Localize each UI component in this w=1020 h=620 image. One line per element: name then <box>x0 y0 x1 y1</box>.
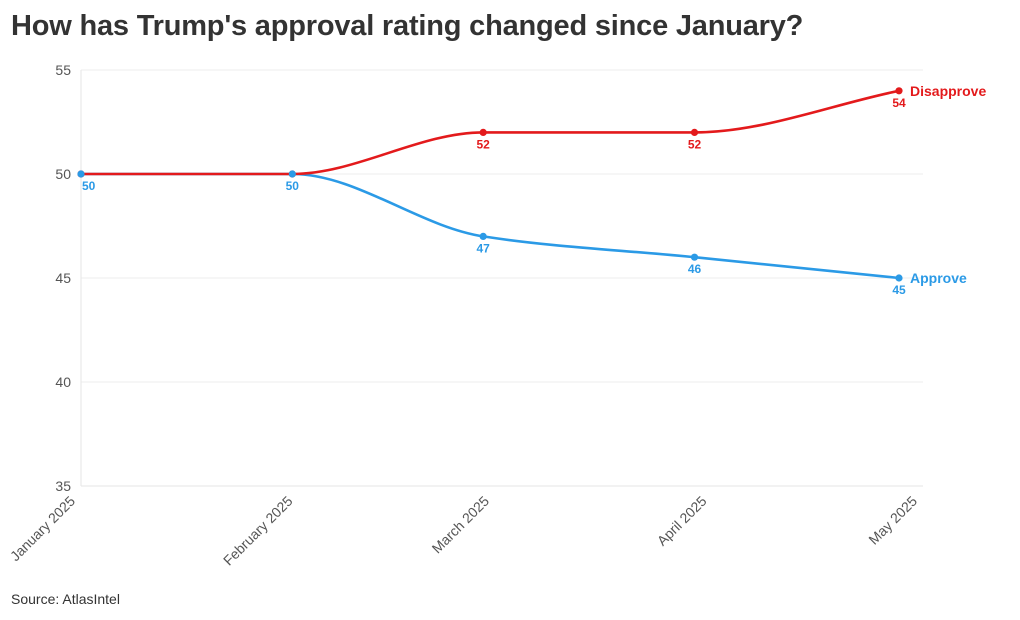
chart-title: How has Trump's approval rating changed … <box>11 10 804 42</box>
approve-point <box>690 253 699 261</box>
series-lines <box>79 89 901 280</box>
y-tick-label: 35 <box>55 478 71 494</box>
disapprove-series-label: Disapprove <box>910 83 986 99</box>
approve-data-label: 50 <box>82 179 96 193</box>
x-tick-label: January 2025 <box>7 493 78 564</box>
y-tick-label: 40 <box>55 374 71 390</box>
x-tick-label: February 2025 <box>220 493 296 569</box>
y-tick-label: 45 <box>55 270 71 286</box>
approve-data-label: 47 <box>477 241 491 255</box>
approve-line <box>79 172 901 280</box>
approve-point <box>288 170 296 178</box>
approve-data-label: 50 <box>286 179 300 193</box>
disapprove-point <box>479 128 487 136</box>
disapprove-point <box>690 128 699 136</box>
approve-point <box>77 170 85 178</box>
data-labels: 52 52 54 Disapprove 50 50 47 46 45 Approve <box>82 83 986 297</box>
approve-point <box>479 232 487 240</box>
source-note: Source: AtlasIntel <box>11 591 120 607</box>
approve-data-label: 46 <box>688 262 702 276</box>
x-tick-label: March 2025 <box>429 493 493 557</box>
y-axis: 35 40 45 50 55 <box>55 62 71 494</box>
x-tick-label: April 2025 <box>654 493 710 549</box>
y-tick-label: 50 <box>55 166 71 182</box>
disapprove-data-label: 52 <box>688 137 702 151</box>
approve-point <box>895 274 903 282</box>
disapprove-point <box>895 87 903 95</box>
disapprove-data-label: 54 <box>892 96 906 110</box>
disapprove-line <box>79 89 901 176</box>
approve-series-label: Approve <box>910 270 967 286</box>
x-tick-label: May 2025 <box>865 493 920 548</box>
series-points <box>77 87 903 282</box>
disapprove-data-label: 52 <box>477 137 491 151</box>
x-axis: January 2025 February 2025 March 2025 April… <box>7 493 920 569</box>
approve-data-label: 45 <box>892 283 906 297</box>
y-tick-label: 55 <box>55 62 71 78</box>
